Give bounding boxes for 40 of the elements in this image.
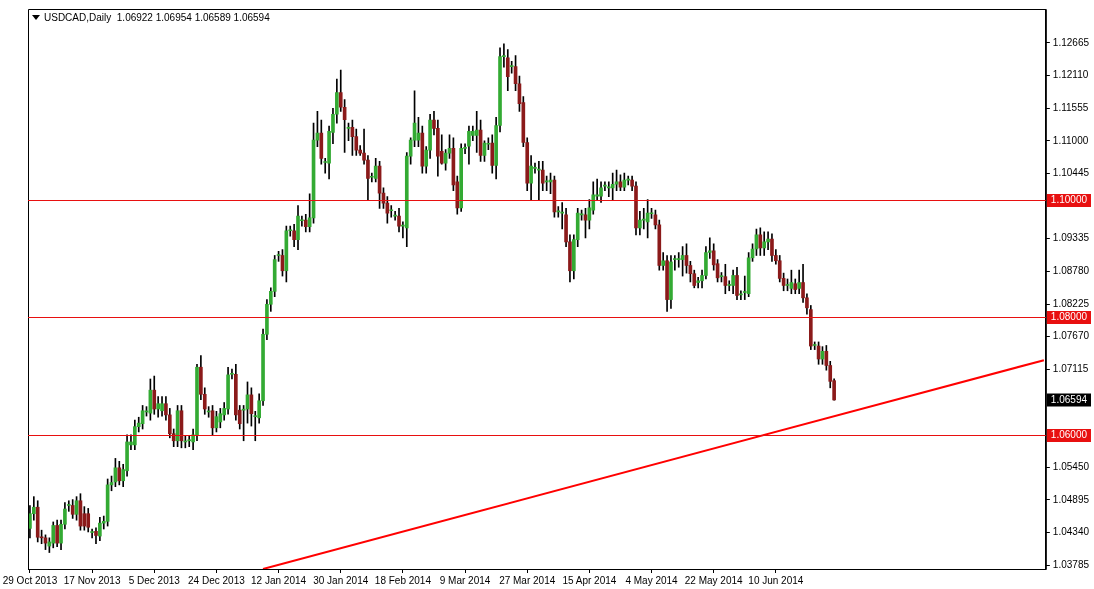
y-tick-label: 1.09335 [1052, 232, 1090, 244]
x-tick-label: 12 Jan 2014 [251, 574, 307, 586]
x-tick-label: 27 Mar 2014 [499, 574, 556, 586]
y-tick-label: 1.10445 [1052, 167, 1090, 179]
ref-line-label: 1.10000 [1050, 194, 1088, 206]
ref-line-label: 1.06000 [1050, 429, 1088, 441]
y-tick-label: 1.07115 [1052, 363, 1089, 375]
y-tick-label: 1.11000 [1052, 134, 1089, 146]
chart-title: USDCAD,Daily 1.06922 1.06954 1.06589 1.06594 [44, 12, 270, 23]
y-tick-label: 1.07670 [1052, 330, 1090, 342]
x-tick-label: 17 Nov 2013 [63, 574, 121, 586]
candlestick [389, 205, 394, 218]
y-tick-label: 1.12665 [1052, 36, 1090, 48]
x-tick-label: 15 Apr 2014 [562, 574, 617, 586]
x-tick-label: 29 Oct 2013 [2, 574, 58, 586]
text: 1.06594 [1050, 393, 1088, 405]
candlestick [676, 252, 681, 268]
y-tick-label: 1.11555 [1052, 101, 1089, 113]
x-tick-label: 4 May 2014 [625, 574, 679, 586]
y-tick-label: 1.08225 [1052, 297, 1090, 309]
y-tick-label: 1.05450 [1052, 460, 1090, 472]
candlestick [156, 396, 160, 418]
candlestick [606, 181, 611, 197]
x-tick-label: 5 Dec 2013 [128, 574, 181, 586]
x-tick-label: 30 Jan 2014 [313, 574, 369, 586]
candlestick [762, 231, 767, 256]
x-tick-label: 18 Feb 2014 [374, 574, 432, 586]
y-tick-label: 1.08780 [1052, 265, 1090, 277]
candlestick [187, 435, 192, 447]
x-tick-label: 9 Mar 2014 [439, 574, 491, 586]
y-tick-label: 1.03785 [1052, 558, 1090, 570]
ref-line-label: 1.08000 [1050, 311, 1088, 323]
y-tick-label: 1.04895 [1052, 493, 1090, 505]
candlestick [537, 161, 541, 200]
x-tick-label: 24 Dec 2013 [188, 574, 246, 586]
candlestick [610, 172, 615, 200]
y-tick-label: 1.04340 [1052, 526, 1090, 538]
y-tick-label: 1.12110 [1052, 69, 1089, 81]
x-tick-label: 22 May 2014 [684, 574, 744, 586]
x-tick-label: 10 Jun 2014 [748, 574, 804, 586]
